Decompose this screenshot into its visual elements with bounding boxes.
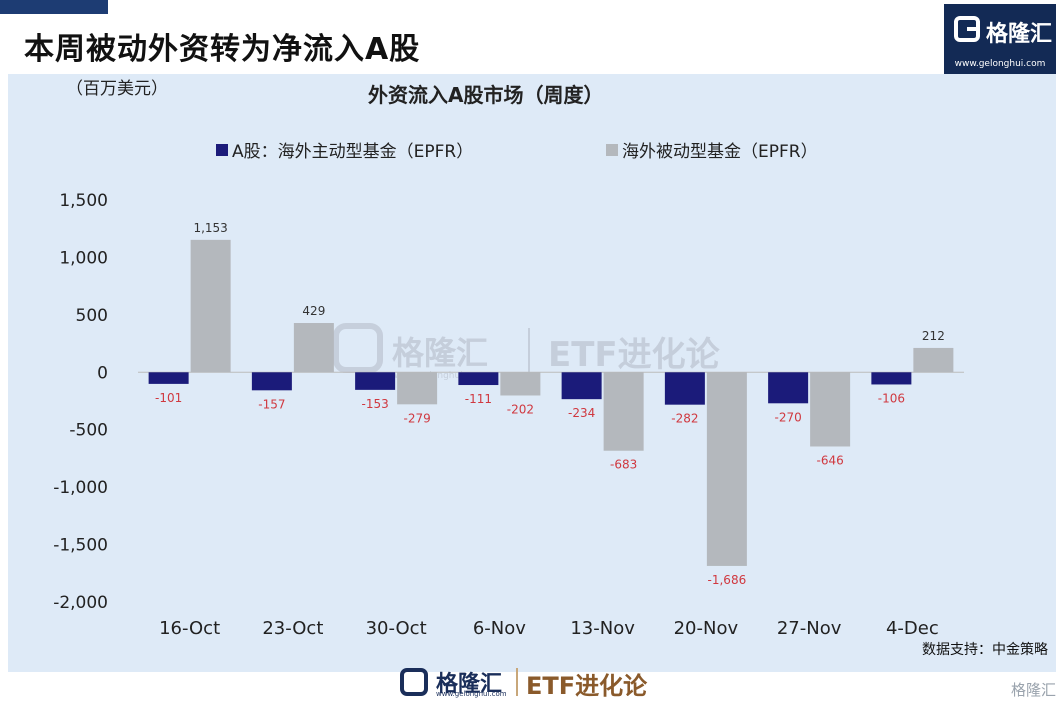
x-tick-label: 4-Dec	[886, 618, 939, 639]
legend-swatch-passive	[606, 144, 618, 156]
brand-logo: 格隆汇 www.gelonghui.com	[944, 4, 1056, 74]
chart-title: 外资流入A股市场（周度）	[368, 83, 603, 107]
legend-swatch-active	[216, 144, 228, 156]
legend-label-active: A股：海外主动型基金（EPFR）	[232, 142, 473, 162]
y-tick-label: -500	[69, 421, 108, 441]
data-label-active: -157	[258, 397, 285, 411]
data-label-passive: -202	[507, 402, 534, 416]
data-label-active: -234	[568, 406, 595, 420]
data-label-passive: 1,153	[193, 221, 227, 235]
data-label-passive: 429	[302, 304, 325, 318]
footer-brand: 格隆汇	[436, 672, 503, 697]
bar-active-fund	[355, 372, 396, 390]
bar-active-fund	[458, 372, 499, 386]
data-label-passive: -1,686	[708, 573, 747, 587]
x-tick-label: 6-Nov	[473, 618, 526, 639]
page-title: 本周被动外资转为净流入A股	[24, 32, 421, 67]
watermark-g-icon	[333, 323, 383, 373]
bar-passive-fund	[293, 323, 334, 373]
data-label-active: -111	[465, 392, 492, 406]
bar-chart: （百万美元） 外资流入A股市场（周度） A股：海外主动型基金（EPFR） 海外被…	[53, 79, 1048, 658]
watermark-series: ETF进化论	[548, 335, 721, 375]
bar-active-fund	[768, 372, 809, 404]
bars: -101 1,153 -157 429 -153 -279 -111 -202 -234 -683…	[148, 221, 954, 587]
y-tick-label: 500	[76, 306, 108, 326]
y-tick-label: 1,000	[59, 248, 108, 268]
x-tick-label: 23-Oct	[262, 618, 323, 639]
y-tick-label: 0	[97, 363, 108, 383]
data-label-passive: -279	[404, 411, 431, 425]
data-label-active: -101	[155, 391, 182, 405]
y-tick-label: -1,500	[53, 536, 108, 556]
x-tick-label: 16-Oct	[159, 618, 220, 639]
bar-active-fund	[251, 372, 292, 391]
bar-passive-fund	[190, 239, 231, 373]
footer-series: ETF进化论	[526, 672, 648, 700]
data-label-active: -270	[775, 410, 802, 424]
bar-passive-fund	[706, 372, 747, 566]
x-tick-label: 30-Oct	[366, 618, 427, 639]
logo-name: 格隆汇	[986, 22, 1053, 47]
logo-url: www.gelonghui.com	[954, 59, 1046, 69]
bar-passive-fund	[500, 372, 541, 396]
y-tick-label: -1,000	[53, 478, 108, 498]
legend: A股：海外主动型基金（EPFR） 海外被动型基金（EPFR）	[216, 142, 818, 162]
data-label-passive: -683	[610, 458, 637, 472]
footer-url: www.gelonghui.com	[436, 690, 507, 698]
x-tick-label: 27-Nov	[777, 618, 842, 639]
bar-active-fund	[561, 372, 602, 400]
watermark: 格隆汇 www.gelonghui.com ETF进化论	[333, 323, 721, 381]
bar-passive-fund	[397, 372, 438, 405]
data-label-passive: 212	[922, 329, 945, 343]
x-axis: 16-Oct 23-Oct 30-Oct 6-Nov 13-Nov 20-Nov 27-No…	[159, 618, 939, 639]
corner-watermark: 格隆汇	[1010, 681, 1056, 699]
footer-g-icon	[400, 668, 428, 696]
legend-label-passive: 海外被动型基金（EPFR）	[622, 142, 818, 162]
bar-active-fund	[148, 372, 189, 384]
top-accent-bar	[0, 0, 108, 14]
source-note: 数据支持：中金策略	[922, 641, 1048, 658]
bar-active-fund	[871, 372, 912, 385]
data-label-active: -106	[878, 391, 905, 405]
watermark-url: www.gelonghui.com	[394, 371, 485, 381]
y-axis: 1,500 1,000 500 0 -500 -1,000 -1,500 -2,000	[53, 191, 108, 613]
data-label-active: -153	[362, 397, 389, 411]
bar-active-fund	[664, 372, 705, 405]
y-tick-label: 1,500	[59, 191, 108, 211]
footer-logo: 格隆汇 www.gelonghui.com ETF进化论	[400, 664, 700, 700]
watermark-brand: 格隆汇	[392, 334, 488, 372]
data-label-active: -282	[671, 412, 698, 426]
y-unit-label: （百万美元）	[66, 79, 168, 99]
logo-g-icon	[954, 16, 980, 42]
y-tick-label: -2,000	[53, 593, 108, 613]
data-label-passive: -646	[817, 453, 844, 467]
chart-panel: （百万美元） 外资流入A股市场（周度） A股：海外主动型基金（EPFR） 海外被…	[8, 74, 1056, 672]
x-tick-label: 13-Nov	[570, 618, 635, 639]
footer-divider	[516, 668, 518, 696]
x-tick-label: 20-Nov	[674, 618, 739, 639]
bar-passive-fund	[810, 372, 851, 447]
bar-passive-fund	[603, 372, 644, 451]
bar-passive-fund	[913, 347, 954, 373]
